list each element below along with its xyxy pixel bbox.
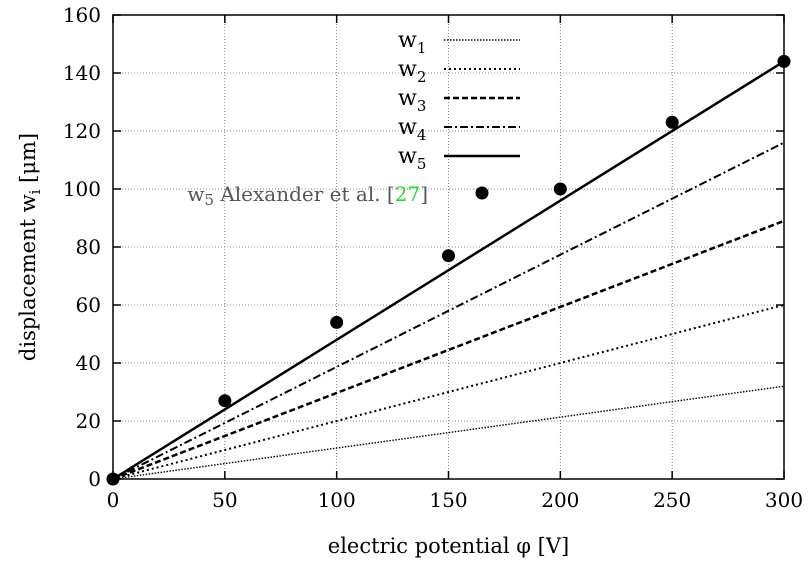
data-point [665, 115, 679, 129]
y-axis-title: displacement wi [μm] [16, 133, 44, 361]
y-tick-label: 120 [63, 119, 101, 143]
y-axis-title-sub: i [26, 189, 44, 194]
x-tick-label: 250 [653, 488, 691, 512]
y-tick-label: 0 [88, 467, 101, 491]
y-tick-label: 60 [76, 293, 101, 317]
series-lines [112, 60, 785, 481]
legend-label-w5: w5 [398, 144, 426, 173]
series-line-w1 [112, 385, 785, 480]
y-axis-title-unit: [μm] [16, 133, 40, 190]
legend-label-w4: w4 [398, 115, 426, 144]
legend-label-w2: w2 [398, 57, 426, 86]
legend-label-w3: w3 [398, 86, 426, 115]
y-tick-label: 140 [63, 61, 101, 85]
series-line-w4 [112, 141, 785, 480]
x-tick-label: 50 [212, 488, 237, 512]
grid [113, 15, 784, 479]
x-tick-label: 200 [541, 488, 579, 512]
x-tick-label: 150 [429, 488, 467, 512]
series-line-w2 [112, 304, 785, 480]
y-tick-label: 20 [76, 409, 101, 433]
y-axis-ticks: 0 20 40 60 80 100 120 140 160 [63, 3, 784, 491]
data-point [553, 182, 567, 196]
y-tick-label: 40 [76, 351, 101, 375]
series-line-w5 [112, 60, 785, 481]
y-tick-label: 160 [63, 3, 101, 27]
series-line-w3 [112, 219, 785, 481]
y-tick-label: 80 [76, 235, 101, 259]
data-point [330, 315, 344, 329]
data-points [106, 54, 791, 486]
legend-label-reference-data: w5 Alexander et al. [27] [187, 182, 428, 209]
data-point [218, 394, 232, 408]
y-tick-label: 100 [63, 177, 101, 201]
x-axis-ticks: 0 50 100 150 200 250 300 [107, 15, 803, 512]
legend-swatch-reference-data [475, 186, 489, 200]
x-axis-title: electric potential φ [V] [328, 534, 569, 558]
x-tick-label: 100 [318, 488, 356, 512]
x-tick-label: 0 [107, 488, 120, 512]
y-axis-title-main: displacement w [16, 194, 40, 361]
legend-label-w1: w1 [398, 28, 426, 57]
data-point [442, 249, 455, 263]
x-tick-label: 300 [765, 488, 803, 512]
